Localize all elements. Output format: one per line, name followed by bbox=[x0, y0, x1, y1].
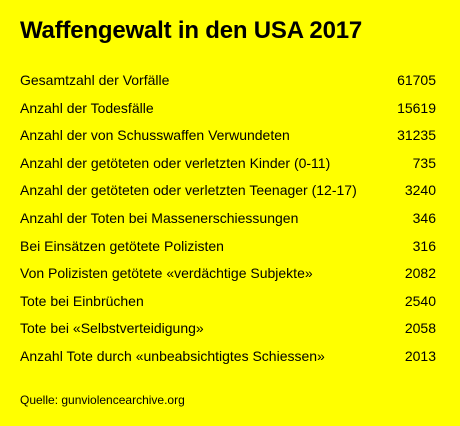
row-label: Anzahl der getöteten oder verletzten Kin… bbox=[20, 154, 331, 171]
table-row: Tote bei «Selbstverteidigung» 2058 bbox=[20, 315, 436, 343]
row-value: 2058 bbox=[404, 320, 436, 337]
table-row: Tote bei Einbrüchen 2540 bbox=[20, 288, 436, 316]
table-row: Anzahl der Toten bei Massenerschiessunge… bbox=[20, 205, 436, 233]
row-label: Anzahl Tote durch «unbeabsichtigtes Schi… bbox=[20, 347, 325, 364]
row-label: Anzahl der Todesfälle bbox=[20, 99, 154, 116]
statistics-table: Gesamtzahl der Vorfälle 61705 Anzahl der… bbox=[20, 67, 436, 371]
row-label: Anzahl der Toten bei Massenerschiessunge… bbox=[20, 209, 299, 226]
table-row: Von Polizisten getötete «verdächtige Sub… bbox=[20, 260, 436, 288]
row-value: 2013 bbox=[404, 347, 436, 364]
row-label: Anzahl der von Schusswaffen Verwundeten bbox=[20, 127, 290, 144]
row-label: Bei Einsätzen getötete Polizisten bbox=[20, 237, 224, 254]
table-row: Anzahl der von Schusswaffen Verwundeten … bbox=[20, 122, 436, 150]
row-value: 15619 bbox=[397, 99, 436, 116]
table-row: Anzahl der getöteten oder verletzten Kin… bbox=[20, 150, 436, 178]
table-row: Anzahl Tote durch «unbeabsichtigtes Schi… bbox=[20, 343, 436, 371]
table-row: Anzahl der Todesfälle 15619 bbox=[20, 95, 436, 123]
row-label: Gesamtzahl der Vorfälle bbox=[20, 72, 170, 88]
row-label: Anzahl der getöteten oder verletzten Tee… bbox=[20, 182, 357, 199]
row-value: 3240 bbox=[404, 182, 436, 199]
chart-title: Waffengewalt in den USA 2017 bbox=[20, 17, 363, 44]
row-label: Tote bei Einbrüchen bbox=[20, 292, 144, 309]
row-label: Tote bei «Selbstverteidigung» bbox=[20, 320, 204, 337]
source-note: Quelle: gunviolencearchive.org bbox=[20, 393, 185, 407]
row-value: 316 bbox=[412, 237, 436, 254]
table-row: Bei Einsätzen getötete Polizisten 316 bbox=[20, 233, 436, 261]
row-value: 2082 bbox=[404, 265, 436, 282]
table-row: Anzahl der getöteten oder verletzten Tee… bbox=[20, 177, 436, 205]
row-label: Von Polizisten getötete «verdächtige Sub… bbox=[20, 265, 313, 282]
row-value: 31235 bbox=[397, 127, 436, 144]
row-value: 61705 bbox=[397, 72, 436, 88]
row-value: 735 bbox=[412, 154, 436, 171]
row-value: 2540 bbox=[404, 292, 436, 309]
row-value: 346 bbox=[412, 209, 436, 226]
table-row: Gesamtzahl der Vorfälle 61705 bbox=[20, 67, 436, 95]
